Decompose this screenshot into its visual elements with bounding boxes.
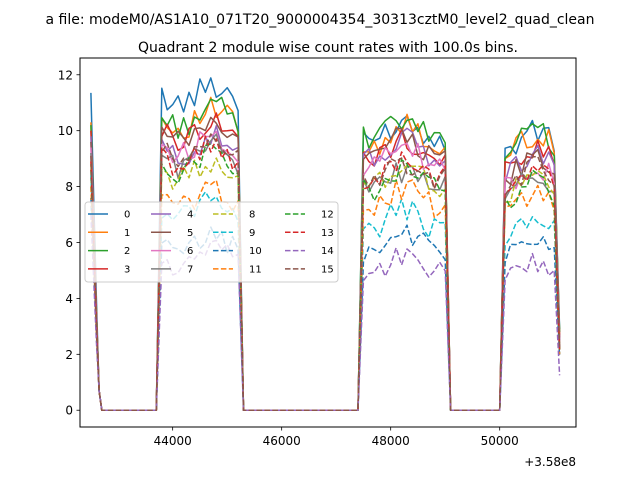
x-axis: 44000 46000 48000 50000 (154, 427, 519, 448)
legend-label-5: 5 (187, 228, 193, 239)
y-tick-label: 10 (58, 124, 73, 138)
legend-label-10: 10 (249, 246, 262, 257)
legend-label-15: 15 (321, 264, 334, 275)
legend-label-11: 11 (249, 264, 262, 275)
x-axis-offset-text: +3.58e8 (524, 455, 576, 469)
series-line-0 (90, 77, 561, 411)
series-line-4 (90, 125, 561, 411)
legend-label-12: 12 (321, 210, 334, 221)
y-tick-label: 4 (65, 292, 73, 306)
series-line-5 (90, 116, 561, 411)
y-tick-label: 2 (65, 348, 73, 362)
y-tick-label: 0 (65, 404, 73, 418)
y-tick-label: 12 (58, 68, 73, 82)
y-tick-label: 8 (65, 180, 73, 194)
legend-label-14: 14 (321, 246, 334, 257)
x-tick-label: 46000 (263, 434, 301, 448)
legend-label-7: 7 (187, 264, 193, 275)
legend-label-0: 0 (124, 210, 130, 221)
legend-label-4: 4 (187, 210, 193, 221)
legend-label-1: 1 (124, 228, 130, 239)
x-tick-label: 44000 (154, 434, 192, 448)
legend-label-9: 9 (249, 228, 255, 239)
legend-label-13: 13 (321, 228, 334, 239)
legend-label-6: 6 (187, 246, 193, 257)
series-line-15 (90, 133, 561, 411)
legend-label-8: 8 (249, 210, 255, 221)
y-tick-label: 6 (65, 236, 73, 250)
x-tick-label: 48000 (372, 434, 410, 448)
legend-label-3: 3 (124, 264, 130, 275)
chart-title: Quadrant 2 module wise count rates with … (138, 40, 518, 56)
legend-label-2: 2 (124, 246, 130, 257)
y-axis: 0 2 4 6 8 10 12 (58, 68, 80, 418)
x-tick-label: 50000 (481, 434, 519, 448)
figure-suptitle: a file: modeM0/AS1A10_071T20_9000004354_… (46, 12, 595, 28)
series-line-8 (90, 157, 561, 411)
series-line-2 (90, 96, 561, 411)
series-line-12 (90, 143, 561, 411)
legend-frame (84, 201, 339, 283)
series-line-6 (90, 130, 561, 411)
series-line-3 (90, 112, 561, 411)
